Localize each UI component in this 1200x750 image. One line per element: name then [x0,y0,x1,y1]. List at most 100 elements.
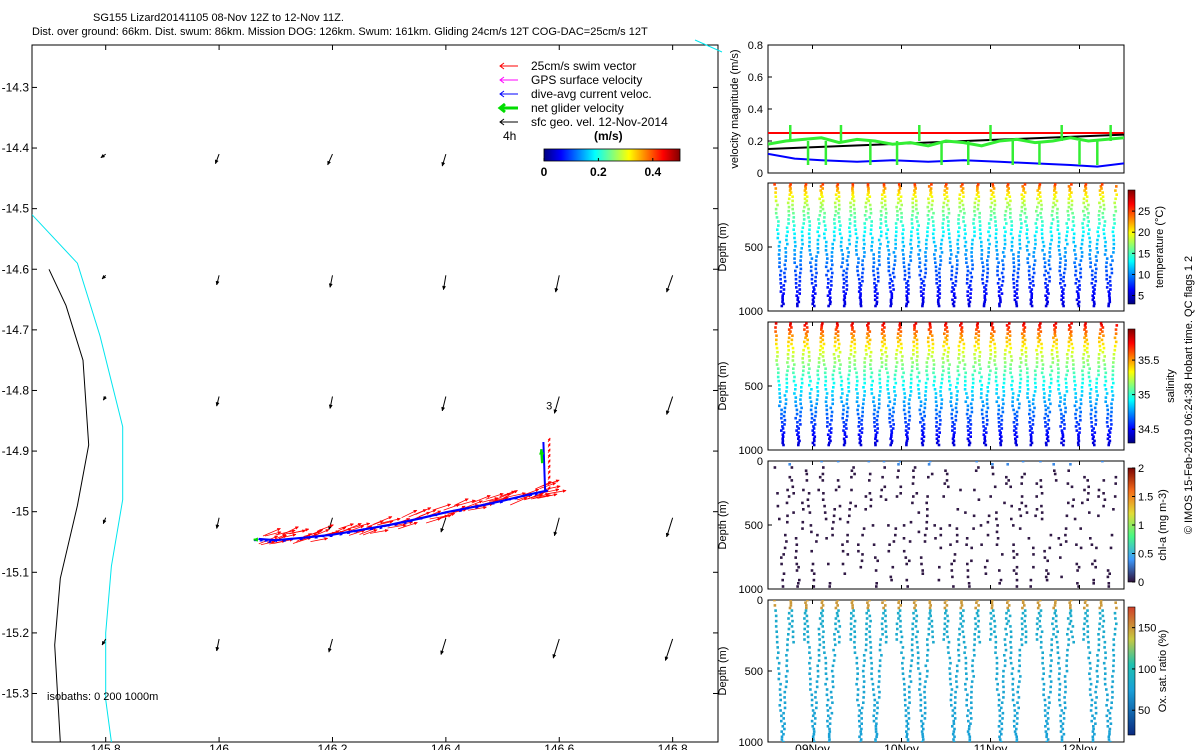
profile-point [832,230,836,234]
profile-point [930,355,934,358]
profile-point [887,396,891,399]
profile-point [812,427,816,430]
profile-point [1044,725,1047,728]
profile-point [1009,211,1012,215]
profile-point [968,427,972,430]
profile-point [828,730,832,733]
profile-point [790,342,793,346]
profile-point [1092,300,1096,304]
profile-point [845,410,849,414]
profile-point [906,279,910,283]
profile-point [945,338,949,342]
profile-point [1100,338,1104,342]
profile-point [784,267,787,271]
profile-point [825,537,828,540]
profile-point [893,373,897,377]
profile-point [943,601,947,604]
profile-point [908,406,911,410]
profile-point [1086,216,1090,219]
profile-point [1011,682,1014,686]
profile-point [775,216,779,219]
profile-point [818,643,822,647]
profile-point [947,346,950,350]
profile-point [1113,495,1117,498]
profile-point [962,609,965,612]
profile-point [1093,292,1096,295]
profile-point [881,328,884,331]
profile-point [821,479,825,482]
profile-point [873,425,876,428]
profile-point [890,302,893,306]
profile-point [1114,340,1118,344]
profile-point [1112,508,1115,511]
profile-point [942,495,945,498]
profile-point [993,211,996,215]
profile-point [1017,259,1020,262]
profile-point [1005,475,1008,479]
profile-point [807,371,810,375]
profile-point [1073,261,1076,264]
profile-point [829,690,833,694]
profile-point [955,267,959,271]
profile-point [828,437,831,441]
profile-point [924,680,927,683]
profile-point [936,300,940,304]
profile-point [956,242,959,246]
profile-point [811,302,814,306]
profile-point [1055,614,1058,618]
profile-point [1098,201,1101,205]
profile-point [951,725,954,728]
profile-point [796,421,799,424]
profile-point [913,191,917,194]
profile-point [993,346,997,350]
profile-point [909,242,912,246]
profile-point [1010,240,1014,244]
profile-point [1110,386,1114,389]
profile-point [922,738,925,741]
profile-point [1095,546,1098,550]
profile-point [835,326,839,329]
profile-point [920,429,924,432]
profile-point [1074,412,1077,416]
profile-point [912,193,916,196]
profile-point [843,441,847,445]
profile-point [823,363,826,366]
profile-point [839,375,843,379]
profile-point [989,357,992,360]
profile-point [847,238,851,242]
profile-point [883,485,887,489]
profile-point [1050,648,1053,652]
profile-point [1001,406,1004,410]
sfc-vector [101,638,107,646]
profile-point [955,271,958,275]
profile-point [1047,439,1050,443]
profile-point [1104,249,1108,252]
profile-point [892,423,895,426]
profile-point [798,275,802,279]
profile-point [798,439,801,443]
profile-point [1056,646,1060,649]
profile-point [1045,735,1048,739]
profile-point [1075,298,1079,302]
profile-point [836,183,840,186]
profile-point [1037,201,1040,205]
profile-point [862,402,865,406]
profile-point [981,277,984,281]
profile-point [1077,296,1080,299]
profile-point [883,199,887,203]
profile-point [1020,495,1024,498]
profile-point [1002,390,1006,393]
profile-point [877,680,881,683]
profile-point [1065,390,1069,393]
profile-point [1022,334,1026,337]
profile-point [941,357,944,360]
profile-point [1065,386,1068,389]
profile-point [1058,404,1061,408]
profile-point [935,433,939,436]
colorbar-tick-label: 10 [1138,269,1150,281]
profile-point [1099,348,1102,352]
profile-point [948,388,952,391]
profile-point [1005,622,1009,626]
profile-point [958,627,961,631]
profile-point [862,664,866,668]
